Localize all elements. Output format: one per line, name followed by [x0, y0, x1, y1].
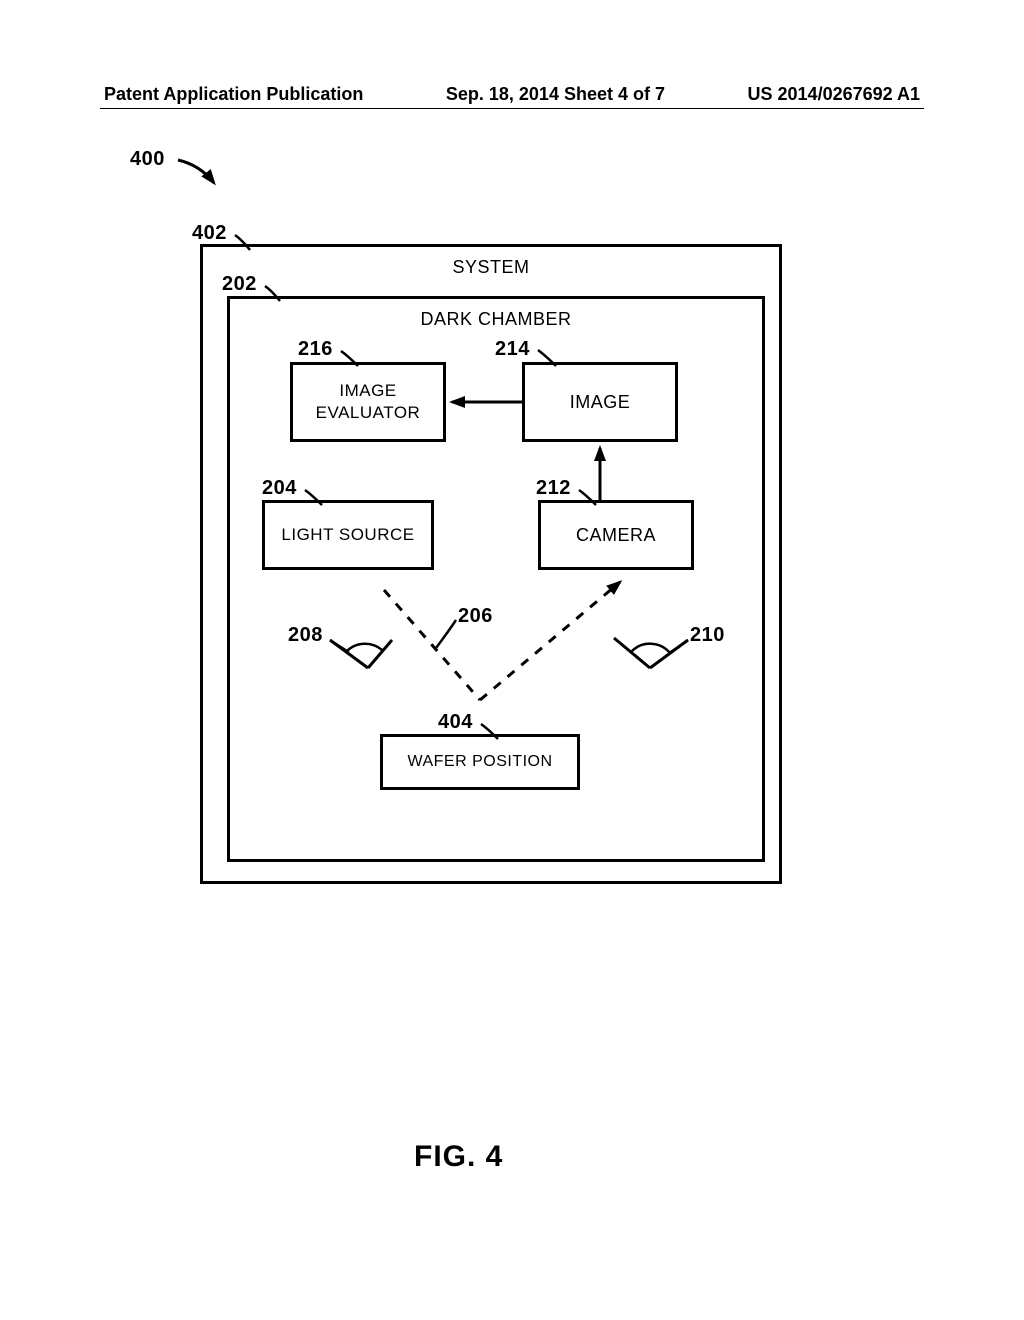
ref-404: 404 — [438, 711, 473, 734]
camera-box: CAMERA — [538, 500, 694, 570]
figure-caption: FIG. 4 — [414, 1140, 503, 1174]
leader-400 — [178, 160, 214, 183]
ref-212: 212 — [536, 477, 571, 500]
ref-214: 214 — [495, 338, 530, 361]
ref-202: 202 — [222, 273, 257, 296]
ref-206: 206 — [458, 605, 493, 628]
header-center: Sep. 18, 2014 Sheet 4 of 7 — [446, 84, 665, 105]
header-rule — [100, 108, 924, 109]
camera-label: CAMERA — [576, 525, 656, 546]
wafer-position-label: WAFER POSITION — [407, 753, 552, 771]
light-source-box: LIGHT SOURCE — [262, 500, 434, 570]
page: Patent Application Publication Sep. 18, … — [0, 0, 1024, 1320]
ref-210: 210 — [690, 624, 725, 647]
image-label: IMAGE — [570, 392, 631, 413]
ref-402: 402 — [192, 222, 227, 245]
wafer-position-box: WAFER POSITION — [380, 734, 580, 790]
ref-400: 400 — [130, 148, 165, 171]
ref-204: 204 — [262, 477, 297, 500]
image-evaluator-box: IMAGEEVALUATOR — [290, 362, 446, 442]
ref-208: 208 — [288, 624, 323, 647]
dark-chamber-label: DARK CHAMBER — [420, 309, 571, 330]
header-right: US 2014/0267692 A1 — [748, 84, 920, 105]
ref-216: 216 — [298, 338, 333, 361]
page-header: Patent Application Publication Sep. 18, … — [0, 84, 1024, 105]
image-box: IMAGE — [522, 362, 678, 442]
header-left: Patent Application Publication — [104, 84, 363, 105]
light-source-label: LIGHT SOURCE — [281, 525, 414, 545]
system-label: SYSTEM — [452, 257, 529, 278]
image-evaluator-label: IMAGEEVALUATOR — [316, 380, 421, 424]
